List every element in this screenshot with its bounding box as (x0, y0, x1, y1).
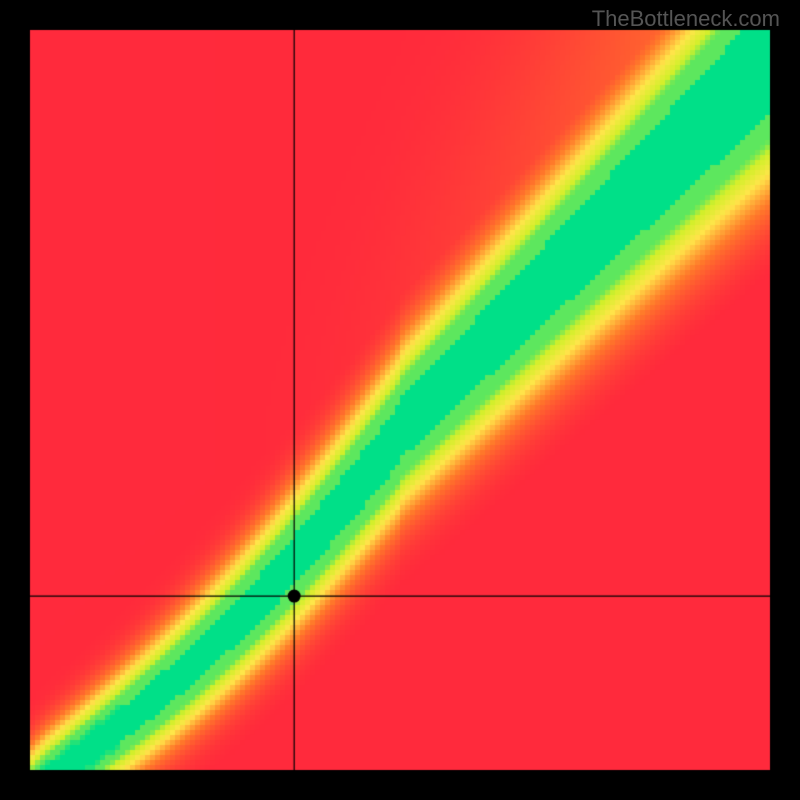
watermark-text: TheBottleneck.com (592, 6, 780, 32)
chart-container: TheBottleneck.com (0, 0, 800, 800)
heatmap-canvas (0, 0, 800, 800)
heatmap-canvas-wrap (0, 0, 800, 800)
